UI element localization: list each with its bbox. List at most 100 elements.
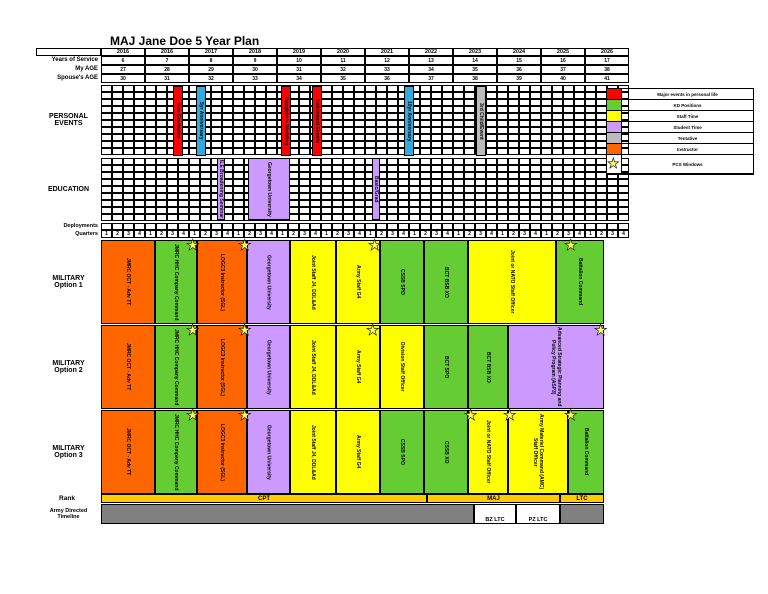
education-grid-cell [343, 172, 354, 179]
education-grid-cell [563, 158, 574, 165]
personal-grid-cell [530, 113, 541, 120]
education-grid-cell [530, 158, 541, 165]
education-grid-cell [431, 207, 442, 214]
education-grid-cell [585, 214, 596, 221]
personal-grid-cell [387, 92, 398, 99]
education-grid-cell [497, 165, 508, 172]
quarter-cell: 4 [574, 230, 585, 238]
personal-grid-cell [211, 134, 222, 141]
education-grid-cell [387, 172, 398, 179]
corner-cell [36, 48, 101, 56]
personal-grid-cell [552, 113, 563, 120]
education-grid-cell [497, 172, 508, 179]
row-value-my_age: 37 [541, 65, 585, 74]
section-military-1: MILITARY Option 1 [52, 275, 85, 289]
education-grid-cell [178, 207, 189, 214]
education-grid-cell [530, 207, 541, 214]
pcs-window-star-icon: ★ [186, 407, 200, 424]
section-education: EDUCATION [47, 186, 90, 193]
personal-grid-cell [211, 148, 222, 155]
personal-grid-cell [233, 120, 244, 127]
row-label-years_of_service: Years of Service [51, 57, 98, 63]
education-grid-cell [299, 179, 310, 186]
education-grid-cell [398, 200, 409, 207]
education-bar: ILE Broadening Seminar [217, 158, 225, 220]
quarter-cell: 1 [541, 230, 552, 238]
personal-grid-cell [541, 148, 552, 155]
personal-grid-cell [574, 99, 585, 106]
education-grid-cell [134, 193, 145, 200]
personal-grid-cell [343, 85, 354, 92]
row-label-spouse_age: Spouse's AGE [57, 75, 98, 81]
education-grid-cell [112, 186, 123, 193]
quarter-cell: 1 [453, 230, 464, 238]
personal-grid-cell [123, 120, 134, 127]
deploy-cell [365, 223, 376, 230]
personal-grid-cell [530, 120, 541, 127]
education-grid-cell [310, 158, 321, 165]
education-grid-cell [299, 186, 310, 193]
education-grid-cell [145, 172, 156, 179]
education-grid-cell [156, 179, 167, 186]
personal-grid-cell [442, 141, 453, 148]
personal-grid-cell [255, 92, 266, 99]
education-grid-cell [101, 158, 112, 165]
personal-grid-cell [343, 99, 354, 106]
personal-grid-cell [123, 99, 134, 106]
personal-grid-cell [321, 85, 332, 92]
row-value-years_of_service: 7 [145, 56, 189, 65]
education-grid-cell [585, 179, 596, 186]
education-grid-cell [112, 200, 123, 207]
personal-grid-cell [101, 141, 112, 148]
education-grid-cell [530, 172, 541, 179]
education-grid-cell [541, 165, 552, 172]
personal-grid-cell [233, 92, 244, 99]
education-grid-cell [167, 165, 178, 172]
year-header: 2026 [585, 48, 629, 56]
education-grid-cell [200, 186, 211, 193]
personal-grid-cell [431, 141, 442, 148]
personal-grid-cell [486, 148, 497, 155]
personal-grid-cell [486, 134, 497, 141]
personal-grid-cell [123, 148, 134, 155]
education-grid-cell [178, 158, 189, 165]
legend-item: ★ PCS Windows [607, 155, 753, 174]
personal-grid-cell [508, 113, 519, 120]
personal-grid-cell [541, 120, 552, 127]
quarter-cell: 2 [112, 230, 123, 238]
personal-grid-cell [442, 113, 453, 120]
education-grid-cell [530, 214, 541, 221]
personal-grid-cell [453, 141, 464, 148]
education-grid-cell [475, 214, 486, 221]
personal-event-bar: Retirement Events [312, 86, 322, 156]
education-grid-cell [442, 193, 453, 200]
personal-grid-cell [486, 141, 497, 148]
quarter-cell: 4 [354, 230, 365, 238]
education-grid-cell [123, 200, 134, 207]
personal-grid-cell [431, 85, 442, 92]
education-grid-cell [409, 214, 420, 221]
education-grid-cell [178, 200, 189, 207]
personal-grid-cell [299, 148, 310, 155]
education-grid-cell [618, 214, 629, 221]
personal-grid-cell [145, 120, 156, 127]
education-grid-cell [123, 186, 134, 193]
education-grid-cell [178, 172, 189, 179]
section-army-timeline: Army Directed Timeline [49, 508, 88, 520]
quarter-cell: 2 [552, 230, 563, 238]
education-grid-cell [420, 179, 431, 186]
quarter-cell: 3 [431, 230, 442, 238]
personal-grid-cell [574, 148, 585, 155]
year-header: 2018 [233, 48, 277, 56]
personal-grid-cell [112, 113, 123, 120]
quarter-cell: 2 [508, 230, 519, 238]
personal-grid-cell [299, 85, 310, 92]
personal-grid-cell [244, 92, 255, 99]
education-grid-cell [101, 179, 112, 186]
education-grid-cell [453, 186, 464, 193]
personal-grid-cell [211, 99, 222, 106]
personal-grid-cell [145, 113, 156, 120]
deploy-cell [486, 223, 497, 230]
education-grid-cell [178, 179, 189, 186]
education-grid-cell [167, 207, 178, 214]
